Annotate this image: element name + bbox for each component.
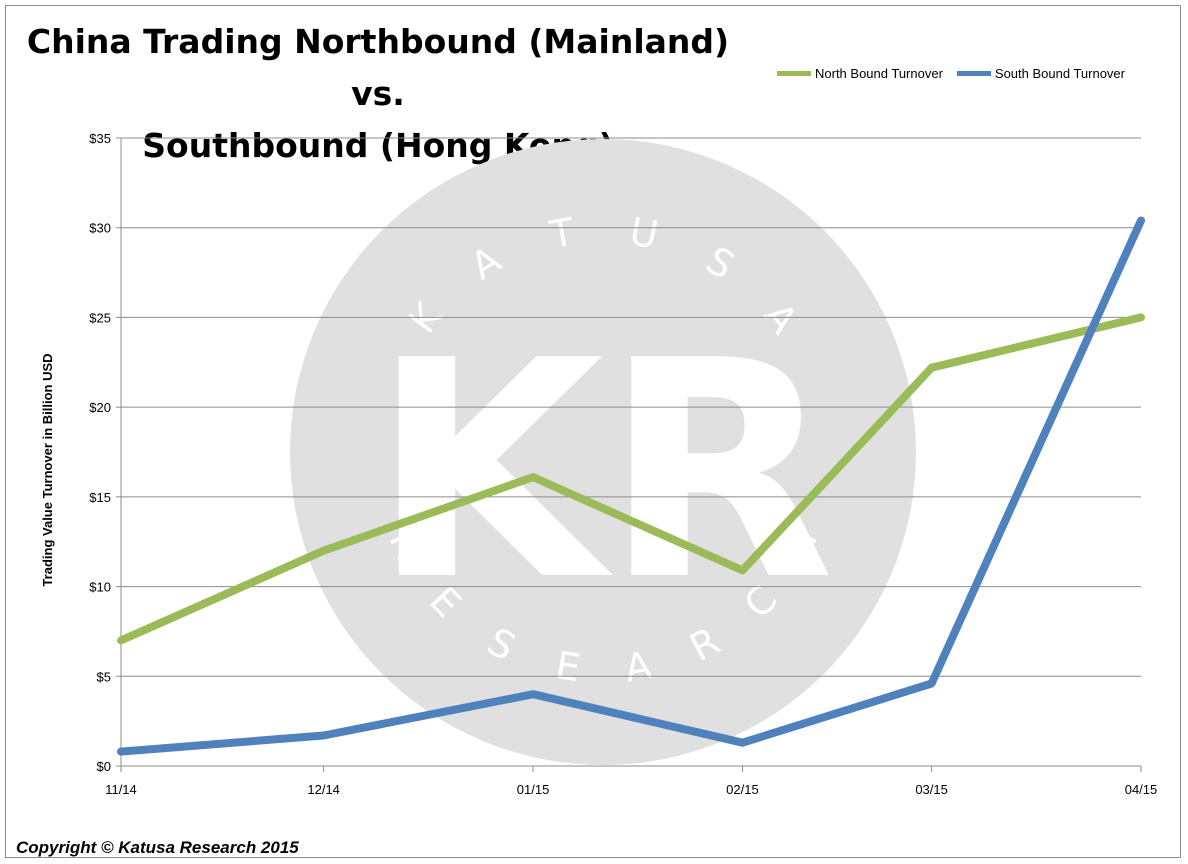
y-tick-label: $5 <box>97 669 111 684</box>
south-bound-line <box>117 216 1145 756</box>
y-tick-label: $0 <box>97 759 111 774</box>
south-bound-point <box>120 751 122 753</box>
legend: North Bound Turnover South Bound Turnove… <box>777 66 1139 81</box>
y-tick-label: $10 <box>89 580 111 595</box>
gridlines: $0 $5 $10 $15 $20 $25 $30 $35 <box>89 131 1141 774</box>
legend-label-north: North Bound Turnover <box>815 66 943 81</box>
north-bound-point <box>741 569 743 571</box>
series-lines <box>117 216 1145 756</box>
y-tick-label: $15 <box>89 490 111 505</box>
y-tick-label: $30 <box>89 221 111 236</box>
legend-item-north: North Bound Turnover <box>777 66 943 81</box>
watermark-kr: KR <box>371 297 834 646</box>
x-tick-label: 01/15 <box>517 782 550 797</box>
title-line-1: China Trading Northbound (Mainland) vs. <box>26 22 730 113</box>
axes: 11/14 12/14 01/15 02/15 03/15 04/15 <box>105 138 1157 797</box>
y-tick-label: $25 <box>89 310 111 325</box>
x-tick-label: 04/15 <box>1125 782 1158 797</box>
north-bound-point <box>1140 316 1142 318</box>
y-tick-label: $35 <box>89 131 111 146</box>
x-tick-label: 11/14 <box>105 782 137 797</box>
x-tick-label: 12/14 <box>307 782 340 797</box>
x-tick-label: 02/15 <box>726 782 759 797</box>
x-tick-label: 03/15 <box>915 782 948 797</box>
south-bound-point <box>741 742 743 744</box>
south-bound-point <box>1140 220 1142 222</box>
south-bound-point <box>532 693 534 695</box>
chart-frame <box>5 5 1181 858</box>
south-bound-point <box>931 682 933 684</box>
south-bound-point <box>323 734 325 736</box>
north-bound-line <box>117 313 1145 645</box>
legend-item-south: South Bound Turnover <box>956 66 1125 81</box>
north-bound-point <box>120 639 122 641</box>
legend-label-south: South Bound Turnover <box>994 66 1125 81</box>
watermark-circle <box>290 139 916 765</box>
north-bound-point <box>931 367 933 369</box>
y-tick-label: $20 <box>89 400 111 415</box>
north-bound-point <box>532 476 534 478</box>
copyright-text: Copyright © Katusa Research 2015 <box>16 838 299 857</box>
legend-swatch-south <box>956 71 991 76</box>
legend-swatch-north <box>777 71 811 76</box>
north-bound-point <box>323 550 325 552</box>
